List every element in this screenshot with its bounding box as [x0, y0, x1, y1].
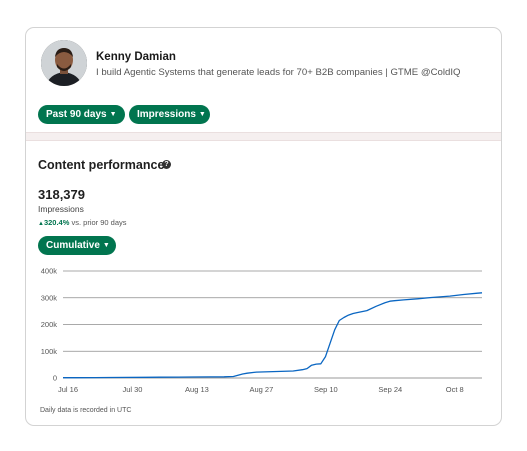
x-tick-label: Aug 27 — [249, 385, 273, 394]
x-tick-label: Sep 10 — [314, 385, 338, 394]
impressions-series-line — [63, 292, 483, 379]
profile-headline: I build Agentic Systems that generate le… — [96, 67, 461, 78]
section-divider — [26, 132, 501, 141]
date-range-dropdown[interactable]: Past 90 days ▼ — [38, 105, 125, 124]
x-tick-label: Oct 8 — [446, 385, 464, 394]
metric-dropdown[interactable]: Impressions ▼ — [129, 105, 210, 124]
y-tick-label: 200k — [41, 320, 58, 329]
utc-footnote: Daily data is recorded in UTC — [40, 407, 132, 414]
chart-mode-label: Cumulative — [46, 240, 100, 251]
caret-down-icon: ▼ — [102, 242, 110, 249]
y-tick-label: 300k — [41, 293, 58, 302]
question-circle-icon[interactable]: ? — [162, 160, 171, 169]
metric-label: Impressions — [137, 109, 196, 120]
x-tick-label: Sep 24 — [378, 385, 402, 394]
impressions-change: ▲320.4% vs. prior 90 days — [38, 218, 127, 227]
x-tick-label: Aug 13 — [185, 385, 209, 394]
x-tick-label: Jul 30 — [122, 385, 142, 394]
y-tick-label: 100k — [41, 347, 58, 356]
impressions-label: Impressions — [38, 204, 84, 214]
content-performance-card: Kenny Damian I build Agentic Systems tha… — [25, 27, 502, 426]
change-suffix: vs. prior 90 days — [71, 218, 127, 227]
impressions-total: 318,379 — [38, 187, 85, 202]
caret-down-icon: ▼ — [198, 111, 206, 118]
x-tick-label: Jul 16 — [58, 385, 78, 394]
avatar[interactable] — [41, 40, 87, 86]
section-title: Content performance — [38, 158, 165, 172]
chart-mode-dropdown[interactable]: Cumulative ▼ — [38, 236, 116, 255]
caret-down-icon: ▼ — [109, 111, 117, 118]
y-tick-label: 400k — [41, 267, 58, 276]
change-percent: 320.4% — [43, 218, 70, 227]
date-range-label: Past 90 days — [46, 109, 107, 120]
impressions-line-chart: 0 100k 200k 300k 400k Jul 16 Jul 30 Aug 13 Aug 2… — [41, 267, 483, 394]
y-tick-label: 0 — [53, 374, 57, 383]
avatar-photo-icon — [41, 40, 87, 86]
profile-name[interactable]: Kenny Damian — [96, 51, 176, 63]
arrow-up-icon: ▲ — [38, 221, 44, 227]
